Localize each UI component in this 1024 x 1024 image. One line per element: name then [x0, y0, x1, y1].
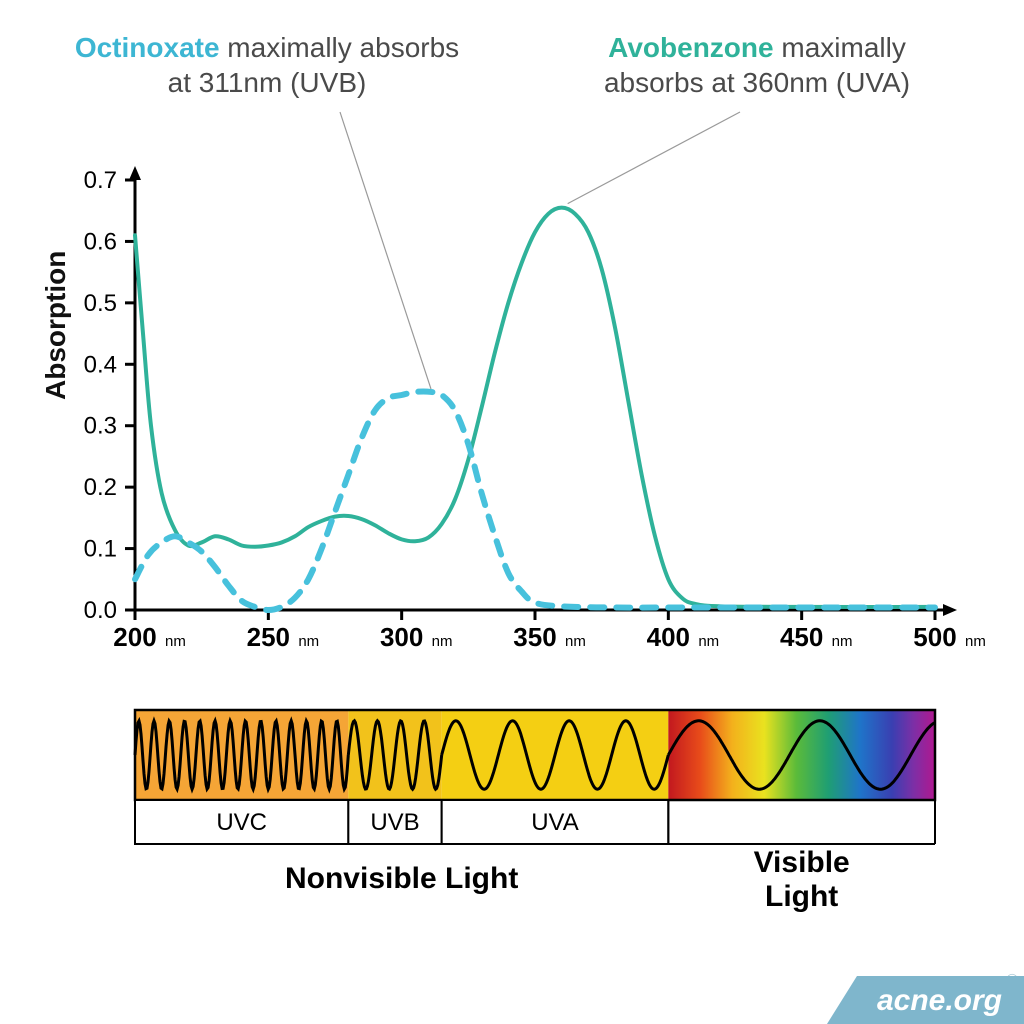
svg-text:450: 450: [780, 622, 823, 652]
svg-text:Nonvisible Light: Nonvisible Light: [285, 862, 518, 895]
svg-text:0.3: 0.3: [84, 413, 117, 440]
svg-text:0.4: 0.4: [84, 351, 117, 378]
annotation-avobenzone: Avobenzone maximally absorbs at 360nm (U…: [557, 30, 957, 100]
absorption-chart: 0.0 0.1 0.2 0.3 0.4 0.5 0.6 0.7 200 nm 250 nm 300 nm 3…: [0, 155, 1024, 685]
svg-text:0.5: 0.5: [84, 290, 117, 317]
avobenzone-name: Avobenzone: [608, 32, 773, 63]
svg-text:0.6: 0.6: [84, 228, 117, 255]
svg-text:UVB: UVB: [370, 809, 419, 836]
svg-text:Visible: Visible: [754, 846, 850, 879]
svg-text:350: 350: [513, 622, 556, 652]
svg-text:500: 500: [913, 622, 956, 652]
svg-text:nm: nm: [832, 633, 853, 650]
svg-text:0.0: 0.0: [84, 597, 117, 624]
svg-text:Light: Light: [765, 880, 838, 913]
svg-text:UVA: UVA: [531, 809, 579, 836]
svg-text:nm: nm: [698, 633, 719, 650]
svg-text:nm: nm: [965, 633, 986, 650]
svg-text:0.2: 0.2: [84, 474, 117, 501]
octinoxate-name: Octinoxate: [75, 32, 220, 63]
spectrum-bar: UVC UVB UVA Nonvisible Light VisibleLight: [0, 700, 1024, 950]
svg-text:400: 400: [647, 622, 690, 652]
annotation-octinoxate: Octinoxate maximally absorbs at 311nm (U…: [67, 30, 467, 100]
svg-text:nm: nm: [298, 633, 319, 650]
svg-text:nm: nm: [165, 633, 186, 650]
svg-text:nm: nm: [565, 633, 586, 650]
svg-text:250: 250: [247, 622, 290, 652]
watermark-text: acne.org: [827, 976, 1024, 1024]
watermark: ® acne.org: [827, 976, 1024, 1024]
svg-text:300: 300: [380, 622, 423, 652]
svg-text:nm: nm: [432, 633, 453, 650]
svg-text:0.7: 0.7: [84, 167, 117, 194]
annotation-row: Octinoxate maximally absorbs at 311nm (U…: [0, 30, 1024, 100]
svg-text:0.1: 0.1: [84, 536, 117, 563]
svg-text:UVC: UVC: [216, 809, 267, 836]
page-root: Octinoxate maximally absorbs at 311nm (U…: [0, 0, 1024, 1024]
svg-text:200: 200: [113, 622, 156, 652]
